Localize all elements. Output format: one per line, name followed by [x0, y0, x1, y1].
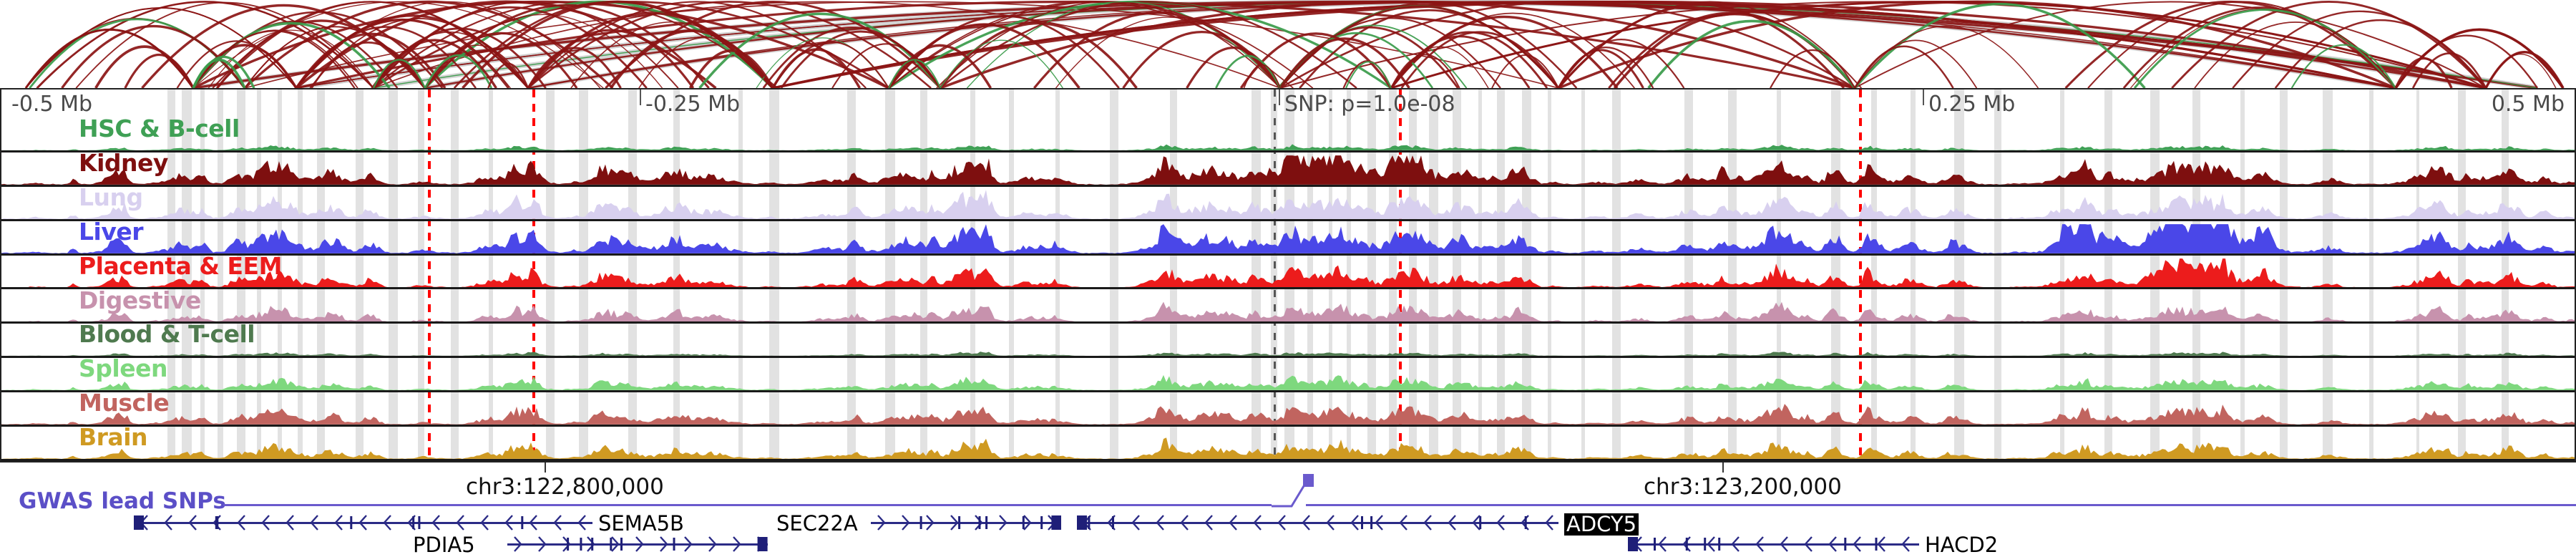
signal-track[interactable]: Blood & T-cell: [1, 324, 2575, 359]
axis-tick-label: -0.25 Mb: [645, 92, 741, 117]
gene-label[interactable]: PDIA5: [413, 533, 475, 557]
gene-model[interactable]: [507, 534, 768, 556]
signal-wiggle: [1, 155, 2575, 185]
coordinate-label: chr3:123,200,000: [1644, 474, 1842, 500]
signal-wiggle: [1, 375, 2575, 391]
coordinate-label: chr3:122,800,000: [466, 474, 664, 500]
track-label: Blood & T-cell: [79, 324, 255, 349]
axis-tick-mark: [640, 89, 641, 105]
signal-track[interactable]: Muscle: [1, 392, 2575, 427]
track-separator: [1, 321, 2575, 324]
signal-track[interactable]: Spleen: [1, 358, 2575, 393]
axis-tick-label: -0.5 Mb: [11, 92, 92, 117]
track-separator: [1, 218, 2575, 221]
signal-wiggle: [1, 258, 2575, 288]
arc-svg: [24, 0, 2565, 88]
axis-tick-mark: [1279, 89, 1280, 105]
gene-model[interactable]: [134, 513, 592, 534]
track-separator: [1, 287, 2575, 290]
gene-strand-arrows: [514, 536, 768, 552]
gene-strand-arrows: [877, 515, 1061, 531]
signal-wiggle: [1, 144, 2575, 150]
gwas-track-label: GWAS lead SNPs: [19, 488, 226, 514]
track-separator: [1, 458, 2575, 461]
track-separator: [1, 253, 2575, 256]
signal-track[interactable]: Brain: [1, 427, 2575, 461]
signal-track[interactable]: Placenta & EEM: [1, 256, 2575, 290]
track-label: Kidney: [79, 152, 168, 177]
track-label: Lung: [79, 186, 143, 211]
axis-tick-label: 0.25 Mb: [1928, 92, 2016, 117]
snp-marker-line-gray: [1274, 89, 1277, 461]
track-separator: [1, 425, 2575, 427]
gene-label[interactable]: SEMA5B: [598, 511, 684, 536]
track-label: Spleen: [79, 358, 167, 383]
gene-model[interactable]: [871, 513, 1061, 534]
signal-track[interactable]: Liver: [1, 221, 2575, 256]
gene-model[interactable]: [1077, 513, 1558, 534]
gene-label[interactable]: ADCY5: [1564, 513, 1639, 536]
gene-body-line: [1077, 522, 1558, 524]
track-label: Digestive: [79, 289, 201, 314]
signal-wiggle: [1, 404, 2575, 425]
track-label: Liver: [79, 221, 144, 246]
gene-body-line: [871, 522, 1061, 524]
signal-wiggle: [1, 437, 2575, 459]
signal-track-panel[interactable]: -0.5 Mb -0.25 Mb SNP: p=1.0e-08 0.25 Mb 0.5 …: [0, 88, 2576, 462]
gwas-baseline-right: [1306, 504, 2576, 506]
axis-tick-label: 0.5 Mb: [2491, 92, 2565, 117]
gene-strand-arrows: [1628, 536, 1910, 552]
chromatin-loop-arc-panel: [0, 0, 2576, 88]
credible-set-marker-line: [1858, 89, 1862, 461]
signal-track[interactable]: Kidney: [1, 152, 2575, 187]
axis-tick-label: SNP: p=1.0e-08: [1284, 92, 1455, 117]
signal-track[interactable]: Digestive: [1, 290, 2575, 324]
track-separator: [1, 184, 2575, 187]
signal-wiggle: [1, 352, 2575, 357]
gwas-baseline: [223, 504, 1272, 506]
gwas-lead-snp-connector: [1272, 482, 1307, 508]
track-label: Brain: [79, 427, 148, 452]
track-separator: [1, 150, 2575, 152]
signal-track[interactable]: HSC & B-cell: [1, 118, 2575, 152]
credible-set-marker-line: [427, 89, 431, 461]
coordinate-tick: [545, 462, 546, 473]
gene-model[interactable]: [1628, 534, 1919, 556]
signal-track[interactable]: Lung: [1, 187, 2575, 221]
signal-wiggle: [1, 223, 2575, 253]
track-label: HSC & B-cell: [79, 118, 240, 142]
axis-tick-mark: [1923, 89, 1924, 105]
gene-body-line: [134, 522, 592, 524]
gwas-lead-snp-marker[interactable]: [1303, 474, 1314, 487]
track-separator: [1, 390, 2575, 393]
gene-strand-arrows: [134, 515, 586, 531]
signal-wiggle: [1, 301, 2575, 322]
gene-strand-arrows: [1077, 515, 1553, 531]
signal-wiggle: [1, 189, 2575, 219]
track-label: Muscle: [79, 392, 170, 417]
gene-label[interactable]: SEC22A: [776, 511, 858, 536]
gene-annotation-panel[interactable]: chr3:122,800,000 chr3:123,200,000 GWAS lea…: [0, 462, 2576, 556]
track-label: Placenta & EEM: [79, 255, 282, 280]
signal-track-inner: -0.5 Mb -0.25 Mb SNP: p=1.0e-08 0.25 Mb 0.5 …: [1, 89, 2575, 461]
coordinate-tick: [1722, 462, 1724, 473]
track-separator: [1, 356, 2575, 359]
gene-label[interactable]: HACD2: [1925, 533, 1999, 557]
